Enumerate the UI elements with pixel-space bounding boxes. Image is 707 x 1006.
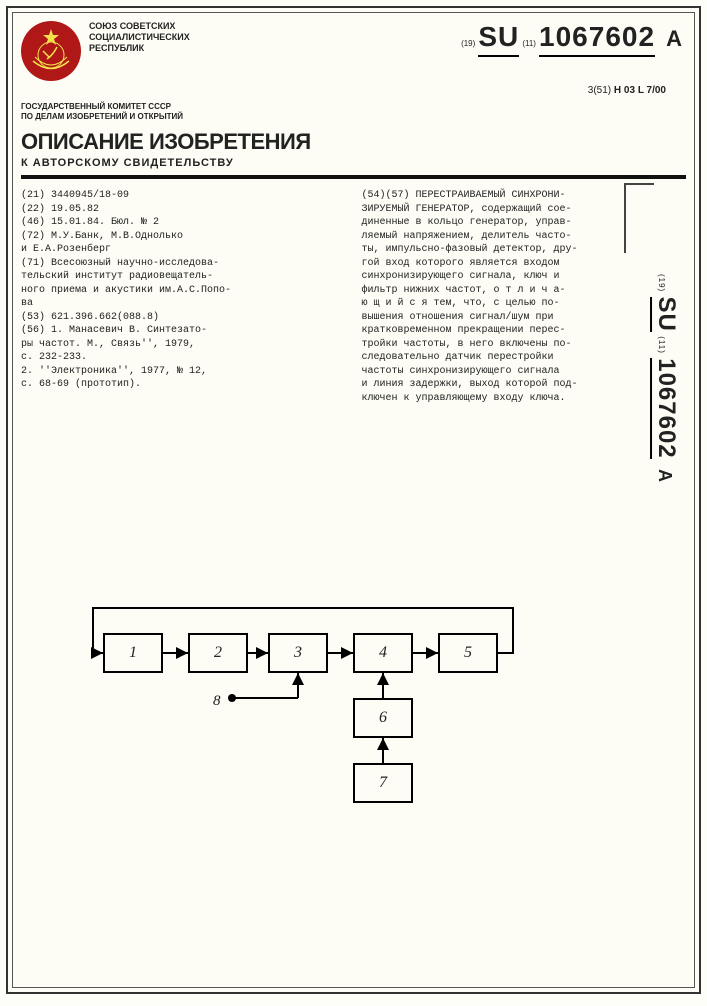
biblio-56e: с. 68-69 (прототип). (21, 378, 346, 392)
title-block: ОПИСАНИЕ ИЗОБРЕТЕНИЯ К АВТОРСКОМУ СВИДЕТ… (21, 129, 686, 169)
divider-bar (21, 175, 686, 179)
doc-number: 1067602 (539, 21, 655, 57)
committee-text: ГОСУДАРСТВЕННЫЙ КОМИТЕТ СССР ПО ДЕЛАМ ИЗ… (21, 102, 686, 121)
biblio-72a: (72) М.У.Банк, М.В.Однолько (21, 230, 346, 244)
country-prefix: (19) (461, 39, 475, 48)
diagram-node-2: 2 (188, 633, 248, 673)
biblio-56b: ры частот. М., Связь'', 1979, (21, 338, 346, 352)
diagram-wires (53, 583, 553, 843)
diagram-input-terminal (228, 694, 236, 702)
ipc-prefix: 3(51) (588, 85, 611, 96)
biblio-56c: с. 232-233. (21, 351, 346, 365)
left-column: (21) 3440945/18-09 (22) 19.05.82 (46) 15… (21, 189, 346, 405)
bracket-mark (624, 183, 654, 253)
diagram-node-4: 4 (353, 633, 413, 673)
diagram-node-6: 6 (353, 698, 413, 738)
header-row: СОЮЗ СОВЕТСКИХ СОЦИАЛИСТИЧЕСКИХ РЕСПУБЛИ… (21, 21, 686, 81)
title-main: ОПИСАНИЕ ИЗОБРЕТЕНИЯ (21, 129, 686, 155)
country-code: SU (478, 21, 519, 57)
kind-code: A (666, 26, 682, 51)
ipc-code: Н 03 L 7/00 (614, 85, 666, 96)
diagram-node-7: 7 (353, 763, 413, 803)
diagram-node-3: 3 (268, 633, 328, 673)
biblio-53: (53) 621.396.662(088.8) (21, 311, 346, 325)
page-frame: СОЮЗ СОВЕТСКИХ СОЦИАЛИСТИЧЕСКИХ РЕСПУБЛИ… (6, 6, 701, 994)
diagram-node-5: 5 (438, 633, 498, 673)
biblio-56a: (56) 1. Манасевич В. Синтезато- (21, 324, 346, 338)
biblio-56d: 2. ''Электроника'', 1977, № 12, (21, 365, 346, 379)
side-doc-number: 1067602 (650, 358, 680, 458)
side-kind-code: A (655, 469, 675, 483)
biblio-71d: ва (21, 297, 346, 311)
inner-frame: СОЮЗ СОВЕТСКИХ СОЦИАЛИСТИЧЕСКИХ РЕСПУБЛИ… (12, 12, 695, 988)
diagram-node-1: 1 (103, 633, 163, 673)
biblio-72b: и Е.А.Розенберг (21, 243, 346, 257)
text-columns: (21) 3440945/18-09 (22) 19.05.82 (46) 15… (21, 189, 686, 405)
diagram-input-label: 8 (213, 693, 221, 710)
biblio-21: (21) 3440945/18-09 (21, 189, 346, 203)
docnum-prefix: (11) (522, 39, 536, 48)
ussr-emblem (21, 21, 81, 81)
biblio-46: (46) 15.01.84. Бюл. № 2 (21, 216, 346, 230)
side-publication-number: (19) SU (11) 1067602 A (652, 274, 680, 483)
union-text: СОЮЗ СОВЕТСКИХ СОЦИАЛИСТИЧЕСКИХ РЕСПУБЛИ… (89, 21, 453, 53)
title-sub: К АВТОРСКОМУ СВИДЕТЕЛЬСТВУ (21, 157, 686, 169)
side-country-code: SU (650, 297, 680, 332)
side-docnum-prefix: (11) (657, 336, 666, 354)
biblio-71c: ного приема и акустики им.А.С.Попо- (21, 284, 346, 298)
publication-number: (19) SU (11) 1067602 A (461, 21, 686, 57)
block-diagram: 123456 7 8 (53, 583, 553, 843)
biblio-71a: (71) Всесоюзный научно-исследова- (21, 257, 346, 271)
biblio-22: (22) 19.05.82 (21, 203, 346, 217)
biblio-71b: тельский институт радиовещатель- (21, 270, 346, 284)
ipc-row: 3(51) Н 03 L 7/00 (21, 85, 686, 96)
side-country-prefix: (19) (657, 274, 666, 292)
